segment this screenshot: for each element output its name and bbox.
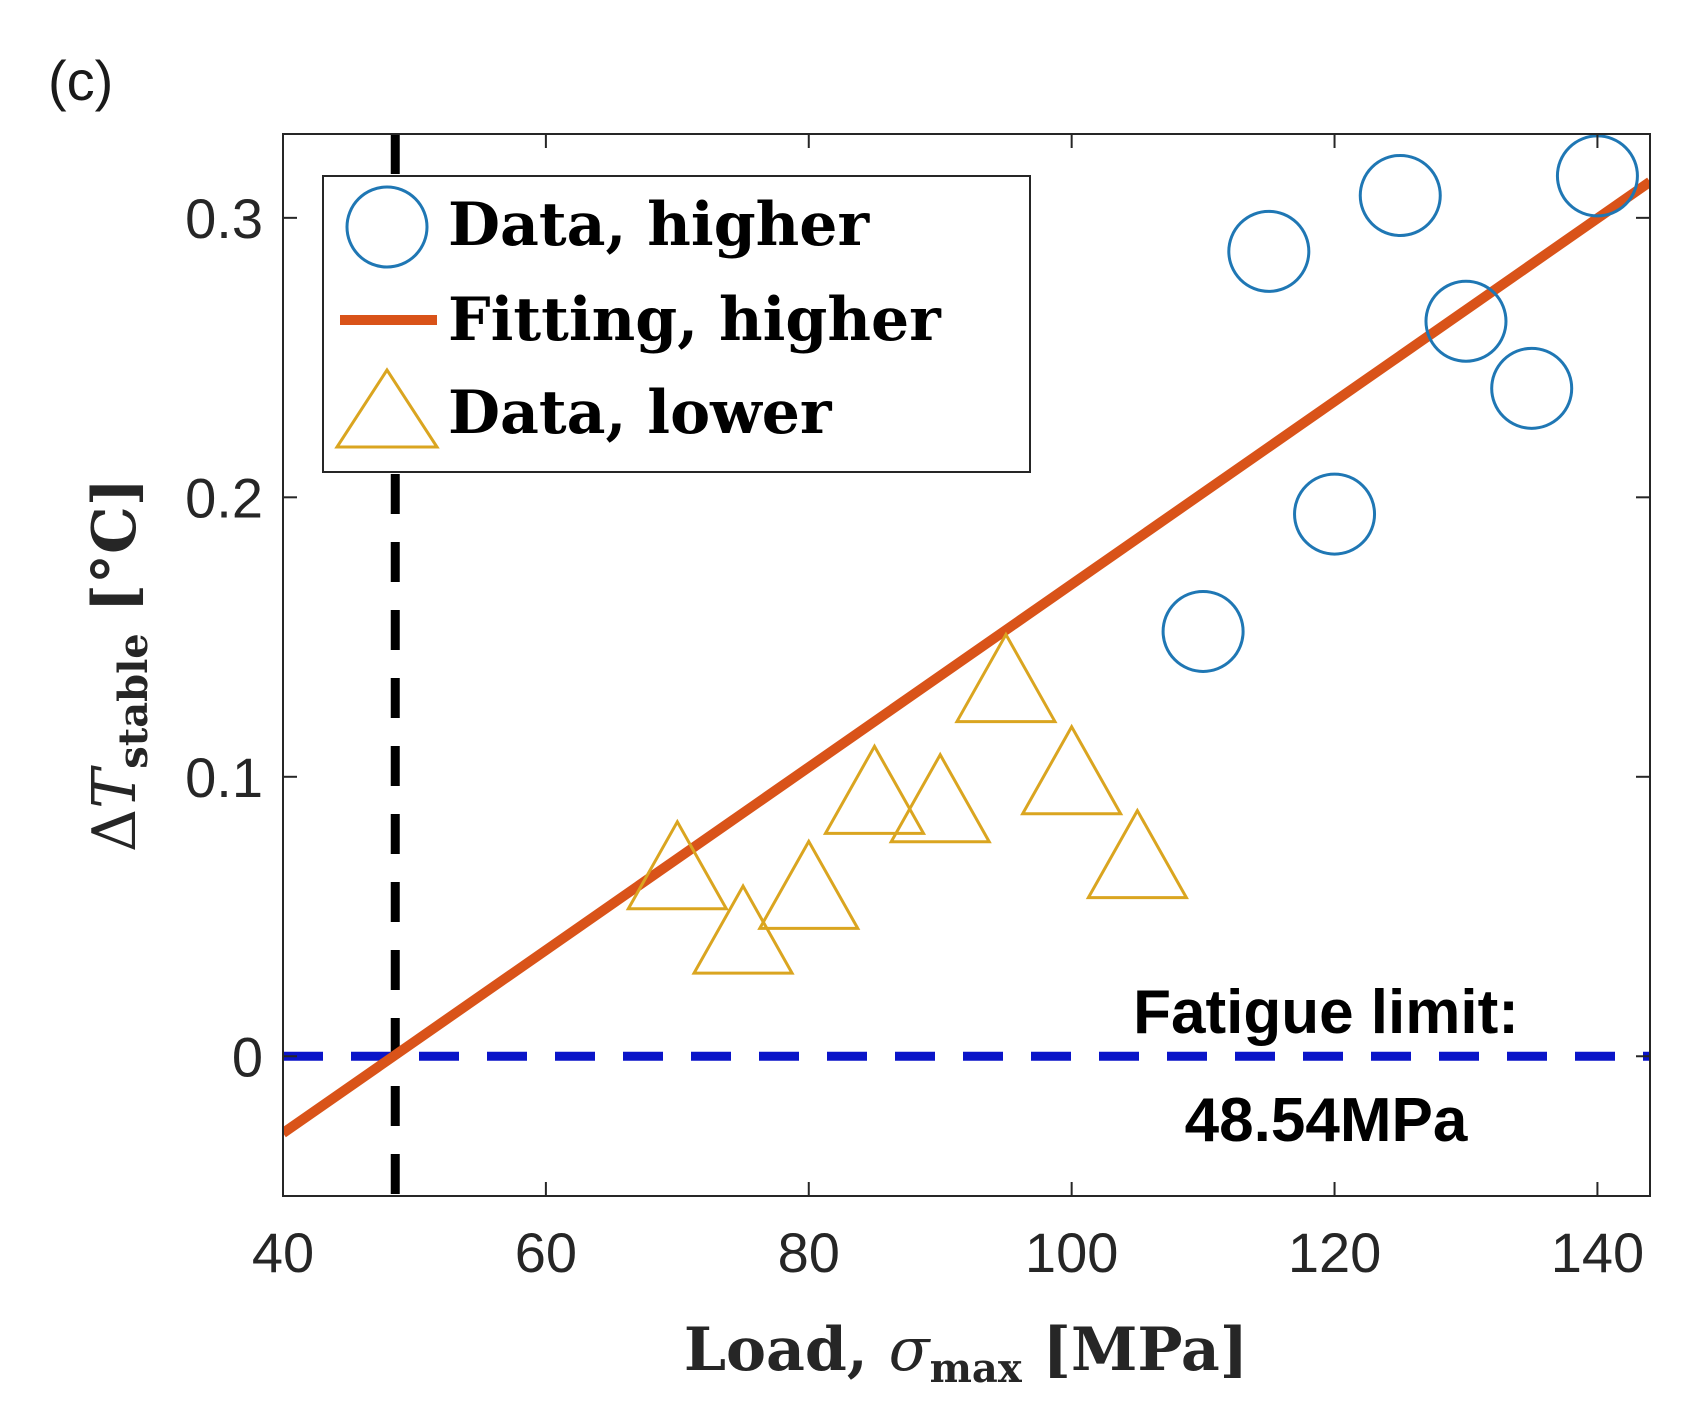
data-lower-point <box>954 631 1058 724</box>
legend: Data, higher Fitting, higher Data, lower <box>322 175 1031 473</box>
data-higher-point <box>1424 279 1508 363</box>
data-higher-point <box>1161 589 1245 673</box>
data-lower-point <box>888 751 992 844</box>
x-axis-label-main: Load, <box>684 1315 889 1385</box>
axes-box <box>282 133 1651 1197</box>
legend-circle-icon <box>345 185 429 269</box>
data-higher-point <box>1293 472 1377 556</box>
legend-label-data-higher: Data, higher <box>448 190 870 260</box>
fatigue-limit-label: Fatigue limit: <box>1133 978 1519 1047</box>
fit-line <box>283 177 1650 1138</box>
y-tick-label: 0.1 <box>185 746 263 809</box>
x-tick-label: 140 <box>1551 1221 1644 1284</box>
y-axis-label-sub: stable <box>110 633 157 769</box>
data-lower-point <box>822 743 927 835</box>
axis-ticks: 40 60 80 100 120 140 0 0.1 0.2 0.3 <box>185 134 1650 1284</box>
fatigue-limit-value: 48.54MPa <box>1185 1086 1468 1155</box>
x-tick-label: 40 <box>252 1221 314 1284</box>
y-tick-label: 0.2 <box>185 466 263 529</box>
y-axis-label-symbol: T <box>80 765 150 809</box>
x-axis-label-unit: [MPa] <box>1022 1315 1248 1385</box>
x-axis-label: Load, σmax [MPa] <box>684 1315 1248 1392</box>
y-axis-label-unit: [°C] <box>80 478 150 633</box>
data-higher-point <box>1490 346 1574 430</box>
data-lower-point <box>1020 723 1124 816</box>
legend-label-data-lower: Data, lower <box>448 378 833 448</box>
y-tick-label: 0.3 <box>185 187 263 250</box>
data-higher-point <box>1227 209 1311 293</box>
data-lower-point <box>625 818 729 911</box>
data-lower-point <box>1085 807 1189 900</box>
y-axis-label-delta: Δ <box>80 809 150 852</box>
y-tick-label: 0 <box>232 1025 263 1088</box>
x-axis-label-sub: max <box>930 1345 1023 1392</box>
x-axis-label-symbol: σ <box>889 1315 932 1385</box>
x-tick-label: 80 <box>778 1221 840 1284</box>
data-higher-point <box>1358 153 1442 237</box>
x-tick-label: 100 <box>1025 1221 1118 1284</box>
legend-box <box>322 175 1031 473</box>
legend-label-fitting-higher: Fitting, higher <box>448 285 942 355</box>
x-tick-label: 120 <box>1288 1221 1381 1284</box>
data-lower-point <box>757 838 861 930</box>
panel-label: (c) <box>48 49 113 112</box>
legend-triangle-icon <box>334 367 440 449</box>
x-tick-label: 60 <box>515 1221 577 1284</box>
y-axis-label: ΔTstable [°C] <box>80 478 157 852</box>
